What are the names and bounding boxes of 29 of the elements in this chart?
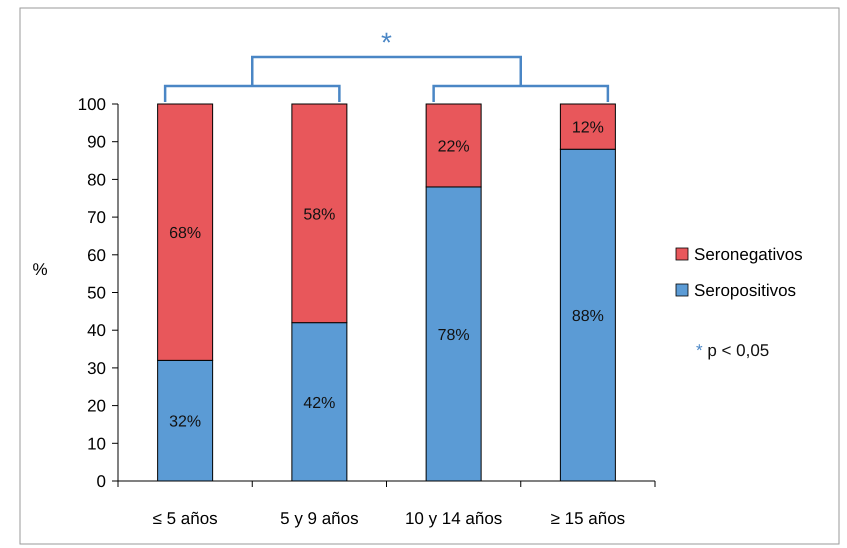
- text: *: [381, 27, 392, 58]
- data-label: 32%: [169, 414, 202, 431]
- y-tick-label: 60: [87, 246, 106, 265]
- data-label: 42%: [303, 394, 336, 412]
- x-tick-label: ≤ 5 años: [152, 509, 218, 528]
- y-tick-label: 20: [87, 396, 106, 416]
- y-tick-label: 50: [87, 284, 106, 302]
- y-tick-label: 10: [87, 434, 106, 454]
- y-tick-label: 90: [87, 132, 106, 152]
- y-axis-title: %: [32, 260, 48, 279]
- text: p < 0,05: [707, 341, 770, 360]
- legend-label: Seropositivos: [694, 281, 796, 300]
- x-tick-label: 5 y 9 años: [280, 509, 359, 528]
- y-tick-label: 70: [87, 208, 106, 228]
- data-label: 88%: [572, 308, 604, 326]
- legend-label: Seronegativos: [694, 245, 803, 264]
- x-tick-label: ≥ 15 años: [550, 509, 626, 528]
- text: *: [696, 341, 703, 360]
- data-label: 58%: [303, 206, 336, 224]
- y-tick-label: 100: [78, 95, 106, 114]
- y-tick-label: 0: [96, 472, 106, 491]
- y-tick-label: 80: [87, 170, 106, 190]
- data-label: 68%: [169, 225, 202, 242]
- y-tick-label: 40: [87, 321, 106, 340]
- data-label: 12%: [572, 120, 604, 137]
- data-label: 22%: [438, 138, 470, 156]
- y-tick-label: 30: [87, 358, 106, 378]
- x-tick-label: 10 y 14 años: [404, 509, 502, 528]
- data-label: 78%: [438, 326, 470, 344]
